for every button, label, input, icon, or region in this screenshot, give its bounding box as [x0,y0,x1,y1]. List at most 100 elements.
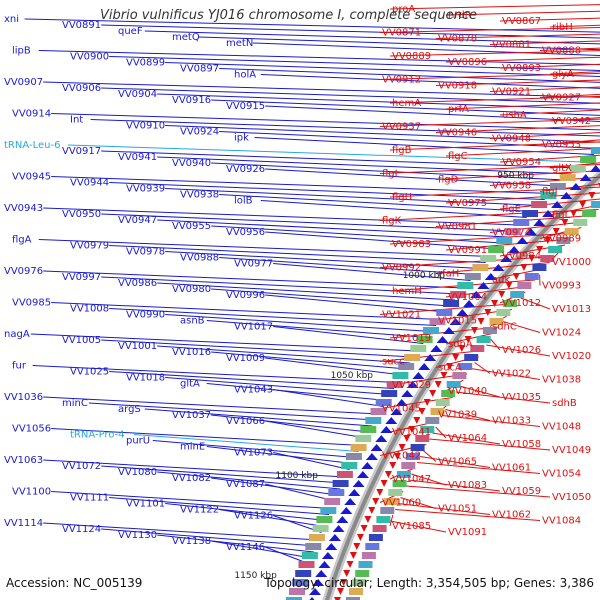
gene-label: VV0867 [502,16,541,27]
gene-label: VV1082 [172,473,211,484]
outer-feature-block [441,390,456,397]
outer-feature-block [425,417,440,424]
left-strand-gene-arrow [318,561,331,568]
inner-feature-block [392,372,409,379]
gene-leader-line [442,415,541,427]
gene-leader-line [51,113,600,131]
inner-feature-block [295,570,312,577]
outer-feature-block [430,408,445,415]
inner-feature-block [375,399,392,406]
right-strand-gene-arrow [498,291,506,298]
gene-label: VV0917 [62,146,101,157]
right-strand-gene-arrow [376,489,384,496]
outer-feature-block [503,300,518,307]
right-strand-gene-arrow [471,327,478,334]
gene-leader-line [539,139,600,145]
gene-label: flgI [382,169,398,180]
gene-leader-line [549,117,600,122]
gene-leader-line [206,383,387,401]
gene-leader-line [144,30,600,45]
gene-label: VV1060 [382,498,421,509]
left-strand-gene-arrow [449,318,462,325]
left-strand-gene-arrow [533,219,546,226]
gene-leader-line [157,219,509,238]
gene-leader-line [489,131,600,139]
outer-feature-block [591,201,600,208]
gene-leader-line [157,534,314,553]
inner-feature-block [496,237,513,244]
outer-feature-block [540,255,555,262]
gene-leader-line [109,308,437,326]
kbp-tick-label: 1150 kbp [234,571,277,581]
gene-label: VV1017 [234,322,273,333]
outer-feature-block [573,219,588,226]
outer-feature-block [372,525,387,532]
kbp-tick-label: 950 kbp [497,171,534,181]
gene-label: VV0950 [62,209,101,220]
gene-leader-line [445,409,491,421]
gene-label: hemA [392,98,421,109]
inner-feature-block [457,282,474,289]
gene-label: VV0889 [392,51,431,62]
gene-label: VV1063 [4,455,43,466]
inner-feature-block [404,354,421,361]
gene-label: VV0943 [4,203,43,214]
gene-leader-line [435,262,550,274]
gene-leader-line [51,176,551,194]
gene-leader-line [435,33,600,39]
gene-leader-line [273,452,350,470]
gene-leader-line [389,141,600,151]
outer-feature-block [365,543,380,550]
gene-leader-line [265,294,447,313]
left-strand-gene-arrow [340,507,353,514]
gene-label: VV1100 [12,487,51,498]
gene-label: VV0899 [126,58,165,69]
gene-leader-line [157,282,456,301]
gene-label: VV0983 [392,239,431,250]
inner-feature-block [464,273,481,280]
accession-text: Accession: NC_005139 [6,576,143,590]
gene-leader-line [211,414,370,433]
gene-label: VV1101 [126,499,165,510]
inner-feature-block [305,543,322,550]
gene-leader-line [379,118,600,127]
outer-feature-block [392,480,407,487]
gene-label: VV0996 [226,290,265,301]
gene-leader-line [379,209,599,221]
gene-label: VV1035 [502,392,541,403]
gene-leader-line [445,10,600,16]
gene-label: VV1085 [392,521,431,532]
left-strand-gene-arrow [332,525,345,532]
gene-label: VV1039 [438,410,477,421]
outer-feature-block [384,498,399,505]
gene-label: metQ [172,32,200,43]
right-strand-gene-arrow [552,228,560,235]
gene-leader-line [43,522,319,541]
inner-feature-block [350,444,367,451]
gene-label: VV0955 [172,221,211,232]
right-strand-gene-arrow [520,264,528,271]
right-strand-gene-arrow [384,471,392,478]
gene-leader-line [211,351,407,370]
gene-leader-line [445,147,600,157]
gene-leader-line [379,26,600,33]
gene-label: nrdR [448,10,472,21]
gene-leader-line [38,239,491,257]
gene-label: queF [118,26,143,37]
gene-leader-line [109,56,600,72]
outer-feature-block [352,579,367,586]
gene-leader-line [502,321,541,333]
left-strand-gene-arrow [401,390,414,397]
gene-label: VV0926 [226,164,265,175]
gene-label: VV0985 [12,298,51,309]
gene-leader-line [273,326,424,344]
left-strand-gene-arrow [579,174,592,181]
gene-leader-line [24,18,600,33]
gene-leader-line [389,95,600,104]
left-strand-gene-arrow [463,300,476,307]
gene-label: ipk [234,133,249,144]
left-strand-gene-arrow [352,480,365,487]
gene-leader-line [389,232,577,245]
gene-leader-line [165,377,391,395]
